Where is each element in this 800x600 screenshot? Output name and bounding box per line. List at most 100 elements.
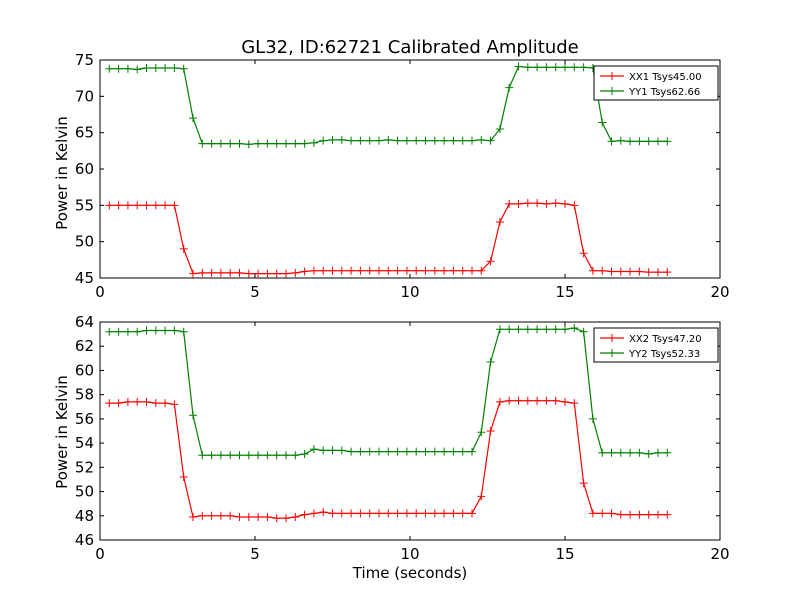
bottom-data-point-marker	[254, 451, 263, 460]
bottom-y-tick-label: 64	[75, 313, 94, 331]
top-data-point-marker	[282, 139, 290, 148]
bottom-data-point-marker	[244, 512, 253, 521]
bottom-legend-label: YY2 Tsys52.33	[628, 349, 700, 360]
top-data-point-marker	[607, 267, 616, 276]
top-y-tick-label: 45	[75, 269, 94, 287]
top-data-point-marker	[626, 137, 635, 146]
top-data-point-marker	[402, 266, 411, 275]
top-series-layer	[105, 62, 672, 278]
bottom-data-point-marker	[189, 512, 197, 521]
bottom-data-point-marker	[598, 448, 607, 457]
top-data-point-marker	[226, 268, 235, 277]
top-data-point-marker	[282, 269, 290, 278]
top-y-tick-label: 70	[75, 87, 94, 105]
bottom-data-point-marker	[151, 399, 160, 408]
bottom-data-point-marker	[505, 325, 514, 334]
top-data-point-marker	[133, 201, 142, 210]
bottom-data-point-marker	[309, 509, 318, 518]
top-data-point-marker	[347, 136, 356, 145]
top-data-point-marker	[300, 139, 309, 148]
top-data-point-marker	[514, 199, 523, 208]
top-data-point-marker	[430, 266, 439, 275]
top-data-point-marker	[477, 135, 486, 144]
bottom-data-point-marker	[365, 509, 374, 518]
top-data-point-marker	[635, 137, 644, 146]
bottom-data-point-marker	[384, 509, 393, 518]
bottom-y-tick-label: 56	[75, 410, 94, 428]
bottom-data-point-marker	[458, 447, 467, 456]
top-data-point-marker	[458, 266, 467, 275]
top-y-tick-label: 50	[75, 233, 94, 251]
bottom-data-point-marker	[347, 509, 356, 518]
top-data-point-marker	[170, 201, 179, 210]
top-data-point-marker	[663, 137, 672, 146]
bottom-data-point-marker	[272, 514, 281, 523]
top-data-point-marker	[477, 266, 486, 275]
bottom-data-point-marker	[170, 400, 179, 409]
bottom-data-point-marker	[440, 447, 449, 456]
top-data-point-marker	[616, 136, 625, 145]
bottom-data-point-marker	[654, 448, 662, 457]
bottom-data-point-marker	[523, 325, 532, 334]
bottom-x-ticks: 0 5 10 15 20	[95, 322, 730, 563]
bottom-legend-marker	[608, 349, 616, 357]
top-data-point-marker	[598, 266, 607, 275]
top-y-axis-label: Power in Kelvin	[53, 116, 71, 230]
top-data-point-marker	[254, 139, 263, 148]
bottom-data-point-marker	[133, 327, 142, 336]
bottom-data-point-marker	[179, 473, 188, 482]
bottom-y-ticks: 46 48 50 52 54 56 58 60 62 64	[75, 313, 720, 549]
top-x-tick-label: 20	[710, 283, 729, 301]
bottom-data-point-marker	[198, 511, 207, 520]
bottom-data-point-marker	[105, 327, 114, 336]
top-data-point-marker	[347, 266, 356, 275]
bottom-data-point-marker	[319, 446, 328, 455]
bottom-data-point-marker	[356, 447, 365, 456]
bottom-data-point-marker	[644, 510, 653, 519]
bottom-data-point-marker	[170, 326, 179, 335]
top-data-point-marker	[179, 244, 188, 253]
bottom-data-point-marker	[579, 327, 588, 336]
top-data-point-marker	[161, 201, 170, 210]
top-legend-marker	[608, 72, 616, 80]
bottom-data-point-marker	[616, 448, 625, 457]
bottom-y-tick-label: 54	[75, 434, 94, 452]
bottom-data-point-marker	[133, 397, 142, 406]
bottom-legend-box	[593, 327, 719, 363]
bottom-data-point-marker	[486, 357, 495, 366]
bottom-data-point-marker	[477, 428, 486, 437]
top-data-point-marker	[365, 266, 374, 275]
bottom-data-point-marker	[402, 509, 411, 518]
top-data-point-marker	[291, 268, 300, 277]
top-legend: XX1 Tsys45.00 YY1 Tsys62.66	[593, 65, 719, 101]
top-data-point-marker	[533, 199, 542, 208]
top-data-point-marker	[105, 64, 114, 73]
top-data-point-marker	[235, 268, 244, 277]
top-y-tick-label: 65	[75, 124, 94, 142]
bottom-data-point-marker	[607, 509, 616, 518]
bottom-data-point-marker	[291, 451, 300, 460]
top-data-point-marker	[179, 64, 188, 73]
top-x-tick-label: 5	[250, 283, 260, 301]
bottom-data-point-marker	[151, 326, 160, 335]
bottom-data-point-marker	[105, 399, 114, 408]
top-data-point-marker	[375, 136, 383, 145]
top-data-point-marker	[402, 136, 411, 145]
top-data-point-marker	[328, 266, 337, 275]
bottom-data-point-marker	[654, 510, 662, 519]
top-legend-box	[593, 65, 719, 101]
bottom-data-point-marker	[263, 451, 272, 460]
bottom-data-point-marker	[598, 509, 607, 518]
bottom-data-point-marker	[523, 396, 532, 405]
bottom-y-tick-label: 58	[75, 386, 94, 404]
bottom-x-tick-label: 15	[555, 545, 574, 563]
bottom-data-point-marker	[142, 397, 151, 406]
bottom-data-point-marker	[495, 325, 504, 334]
bottom-data-point-marker	[635, 510, 644, 519]
bottom-data-point-marker	[495, 397, 504, 406]
bottom-data-point-marker	[189, 411, 197, 420]
top-data-point-marker	[421, 266, 430, 275]
bottom-y-axis-label: Power in Kelvin	[53, 375, 71, 489]
bottom-data-point-marker	[272, 451, 281, 460]
top-data-point-marker	[114, 64, 123, 73]
